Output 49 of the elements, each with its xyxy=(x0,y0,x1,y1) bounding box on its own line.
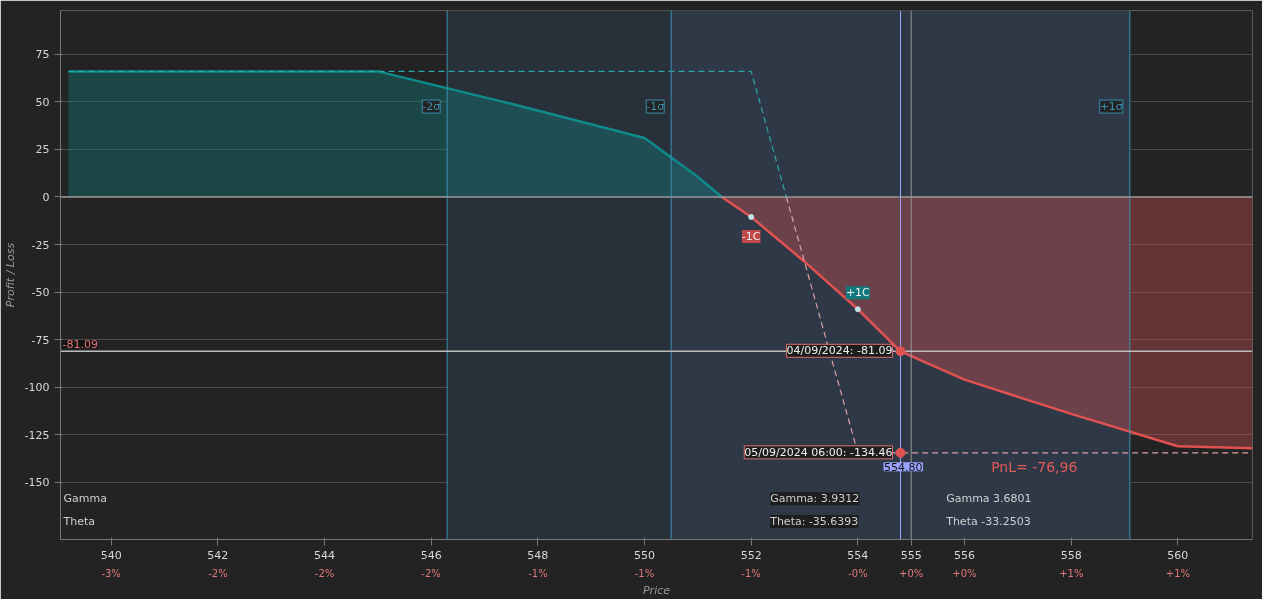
annotation: PnL= -76,96 xyxy=(991,458,1078,475)
y-tick-label: -125 xyxy=(24,428,50,442)
x2-tick-label: -2% xyxy=(208,567,228,579)
x2-tick-label: -2% xyxy=(421,567,441,579)
y-tick-label: -100 xyxy=(24,381,50,395)
x-tick-label: 542 xyxy=(207,548,229,562)
x-tick-label: 540 xyxy=(100,548,122,562)
annotation: Theta -33.2503 xyxy=(945,515,1031,529)
y-tick-label: -150 xyxy=(24,476,50,490)
x-axis-title: Price xyxy=(642,583,671,597)
annotation: 04/09/2024: -81.09 xyxy=(786,344,893,358)
x2-tick-label: -0% xyxy=(848,567,868,579)
y-tick-label: 50 xyxy=(35,95,50,109)
x-tick-label: 554 xyxy=(847,548,869,562)
annotation: -1C xyxy=(741,229,761,243)
y-tick-label: -75 xyxy=(31,333,50,347)
annotation: Gamma xyxy=(63,492,107,506)
x2-tick-label: +1% xyxy=(1165,567,1191,579)
x-tick-label: 556 xyxy=(954,548,975,562)
y-tick-label: 25 xyxy=(35,143,50,157)
x2-tick-label: -1% xyxy=(741,567,761,579)
y-tick-label: -50 xyxy=(31,286,50,300)
x-tick-label: 544 xyxy=(314,548,335,562)
x2-tick-label: -1% xyxy=(634,567,655,579)
x-tick-label: 552 xyxy=(740,548,762,562)
x-tick-label: 550 xyxy=(634,548,655,562)
annotation: Theta xyxy=(62,515,96,529)
y-tick-label: -25 xyxy=(31,238,50,252)
x2-tick-label: -2% xyxy=(314,567,335,579)
x2-tick-label: +0% xyxy=(899,567,924,579)
x-tick-label: 546 xyxy=(420,548,442,562)
annotation: Gamma 3.6801 xyxy=(946,492,1032,506)
annotation: +1C xyxy=(845,286,871,300)
y-tick-label: 75 xyxy=(35,48,50,62)
annotation: Gamma: 3.9312 xyxy=(770,492,860,506)
x2-tick-label: -1% xyxy=(528,567,548,579)
ref-line-label: -81.09 xyxy=(62,338,98,352)
annotation: 05/09/2024 06:00: -134.46 xyxy=(744,445,893,459)
x-tick-label: 558 xyxy=(1060,548,1082,562)
y-axis-title: Profit / Loss xyxy=(3,242,17,308)
annotation: Theta: -35.6393 xyxy=(769,515,859,529)
x2-tick-label: +1% xyxy=(1059,567,1084,579)
y-tick-label: 0 xyxy=(42,190,50,204)
x2-tick-label: -3% xyxy=(101,567,121,579)
ref-line-label: 554.80 xyxy=(884,460,923,474)
x-tick-label: 560 xyxy=(1167,548,1189,562)
x2-tick-label: +0% xyxy=(952,567,977,579)
x-tick-label: 555 xyxy=(900,548,922,562)
x-tick-label: 548 xyxy=(527,548,549,562)
